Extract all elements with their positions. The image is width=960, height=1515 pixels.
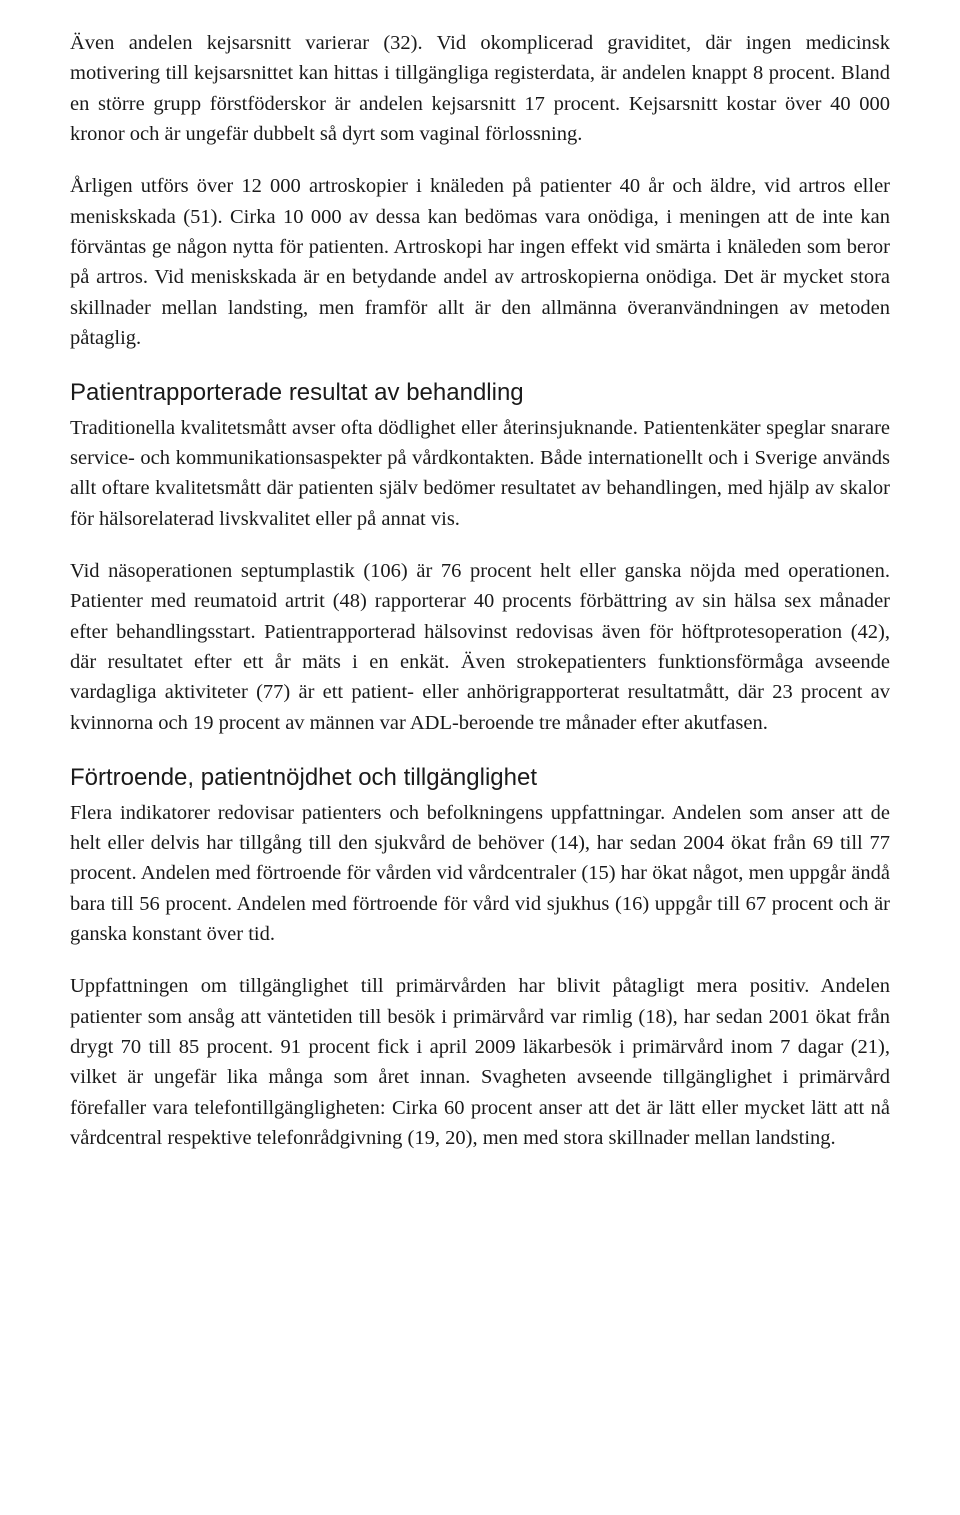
body-paragraph: Flera indikatorer redovisar patienters o… [70,798,890,950]
section-heading-patient-results: Patientrapporterade resultat av behandli… [70,375,890,411]
body-paragraph: Även andelen kejsarsnitt varierar (32). … [70,28,890,149]
body-paragraph: Traditionella kvalitetsmått avser ofta d… [70,413,890,534]
document-page: Även andelen kejsarsnitt varierar (32). … [0,0,960,1193]
section-heading-trust-satisfaction: Förtroende, patientnöjdhet och tillgängl… [70,760,890,796]
body-paragraph: Vid näsoperationen septumplastik (106) ä… [70,556,890,738]
body-paragraph: Uppfattningen om tillgänglighet till pri… [70,971,890,1153]
body-paragraph: Årligen utförs över 12 000 artroskopier … [70,171,890,353]
